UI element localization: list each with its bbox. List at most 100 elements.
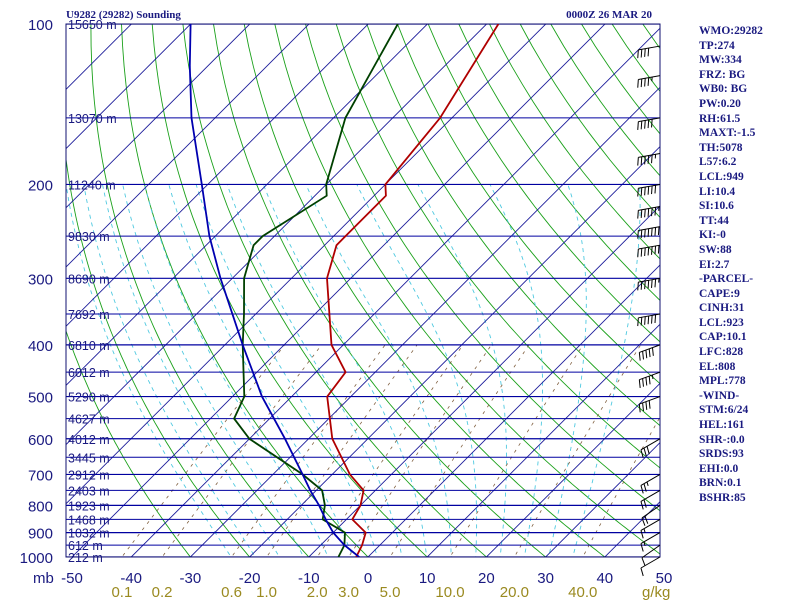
dry-adiabat-line	[66, 155, 251, 557]
wind-barb-flag	[654, 314, 657, 324]
temperature-tick-label: -30	[180, 570, 202, 587]
height-label: 2403 m	[68, 484, 110, 498]
wind-barb-flag	[642, 351, 644, 360]
wind-barb-flag	[648, 400, 651, 409]
pressure-tick-label: 100	[28, 17, 53, 34]
dry-adiabat-line	[121, 24, 369, 557]
mixing-ratio-label: 40.0	[568, 584, 597, 600]
dry-adiabat-line	[581, 24, 660, 135]
wind-barb-flag	[644, 78, 646, 87]
dry-adiabat-line	[213, 24, 547, 557]
wind-barb-flag	[640, 281, 643, 290]
stat-item: -PARCEL-	[699, 273, 754, 286]
wind-barb-flag	[654, 227, 657, 236]
wind-barb-flag	[643, 499, 647, 508]
pressure-tick-label: 900	[28, 526, 53, 543]
height-label: 9830 m	[68, 230, 110, 244]
mixing-ratio-unit-label: g/kg	[642, 584, 670, 600]
wind-barb-flag	[657, 245, 660, 254]
height-label: 1468 m	[68, 513, 110, 527]
temperature-tick-label: 0	[364, 570, 372, 587]
wind-barb-flag	[651, 315, 653, 324]
wind-barb-flag	[640, 229, 643, 239]
wind-barb-flag	[640, 567, 644, 577]
height-label: 2912 m	[68, 468, 110, 482]
stat-item: EHI:0.0	[699, 462, 739, 475]
wind-barb-flag	[637, 49, 639, 59]
dry-adiabat-line	[66, 329, 191, 557]
wind-barb-flag	[642, 378, 644, 387]
stat-item: LCL:923	[699, 316, 744, 329]
wind-barb-flag	[651, 279, 653, 288]
pressure-tick-label: 200	[28, 177, 53, 194]
height-label: 212 m	[68, 551, 103, 565]
wind-barb-flag	[647, 77, 650, 86]
mixing-ratio-label: 2.0	[307, 584, 328, 600]
wind-barb-flag	[646, 481, 649, 487]
wind-barb-flag	[648, 376, 651, 385]
stat-item: STM:6/24	[699, 404, 749, 417]
height-label: 7692 m	[68, 308, 110, 322]
stat-item: CAPE:9	[699, 287, 740, 300]
mixing-ratio-line	[389, 344, 530, 557]
wind-barb-flag	[644, 229, 646, 238]
dry-adiabat-line	[366, 24, 660, 427]
stat-item: SRDS:93	[699, 448, 744, 461]
dewpoint-profile-line	[233, 24, 399, 557]
isotherm-line	[66, 24, 369, 327]
moist-adiabat-line	[102, 184, 280, 557]
wind-barb-flag	[643, 483, 647, 492]
wind-barb-flag	[637, 79, 639, 88]
profiles	[188, 24, 500, 557]
moist-adiabat-line	[144, 184, 329, 557]
wind-barb-staff	[641, 544, 661, 559]
wind-barb-flag	[644, 247, 646, 257]
wind-barb-flag	[638, 352, 641, 361]
moist-adiabat-line	[226, 184, 403, 557]
pressure-unit-label: mb	[33, 570, 54, 587]
pressure-tick-label: 700	[28, 467, 53, 484]
wind-barb-flag	[647, 315, 650, 325]
wind-barb-flag	[640, 209, 643, 218]
wind-barb-flag	[643, 528, 646, 533]
plot-frame	[65, 23, 661, 558]
isotherm-line	[71, 24, 606, 557]
stat-item: FRZ: BG	[699, 68, 746, 81]
wind-barb-staff	[638, 45, 661, 51]
mixing-ratio-line	[161, 344, 322, 557]
isotherm-line	[604, 501, 660, 557]
temperature-tick-label: 40	[596, 570, 613, 587]
height-label: 4627 m	[68, 413, 110, 427]
moist-adiabat-line	[83, 184, 256, 557]
temperature-tick-label: -10	[298, 570, 320, 587]
wind-barb-staff	[638, 313, 661, 319]
wind-barb-flag	[654, 245, 657, 255]
wind-barb-flag	[637, 317, 639, 327]
height-label: 4012 m	[68, 433, 110, 447]
wind-barb-flag	[640, 485, 644, 494]
height-label: 3445 m	[68, 451, 110, 465]
wind-barb-flag	[640, 49, 643, 58]
stat-item: TP:274	[699, 39, 735, 52]
wind-barb-flag	[638, 379, 641, 388]
dry-adiabat-line	[151, 24, 428, 557]
wind-barb-flag	[640, 543, 644, 552]
height-label: 8690 m	[68, 272, 110, 286]
stat-item: SW:88	[699, 243, 732, 256]
wind-barb-flag	[641, 517, 646, 526]
wind-barb-staff	[640, 518, 661, 531]
stat-item: MPL:778	[699, 375, 746, 388]
wind-barb-flag	[643, 447, 647, 457]
wind-barb-flag	[637, 282, 639, 291]
wind-barb-staff	[640, 532, 661, 545]
wind-barb-staff	[638, 183, 661, 189]
mixing-ratio-label: 1.0	[256, 584, 277, 600]
wind-barb-flag	[647, 119, 650, 129]
background-grid	[66, 24, 660, 557]
wind-barb-flag	[654, 185, 657, 194]
wind-barb-flag	[637, 248, 639, 258]
height-label: 1923 m	[68, 499, 110, 513]
dry-adiabat-line	[489, 24, 660, 260]
